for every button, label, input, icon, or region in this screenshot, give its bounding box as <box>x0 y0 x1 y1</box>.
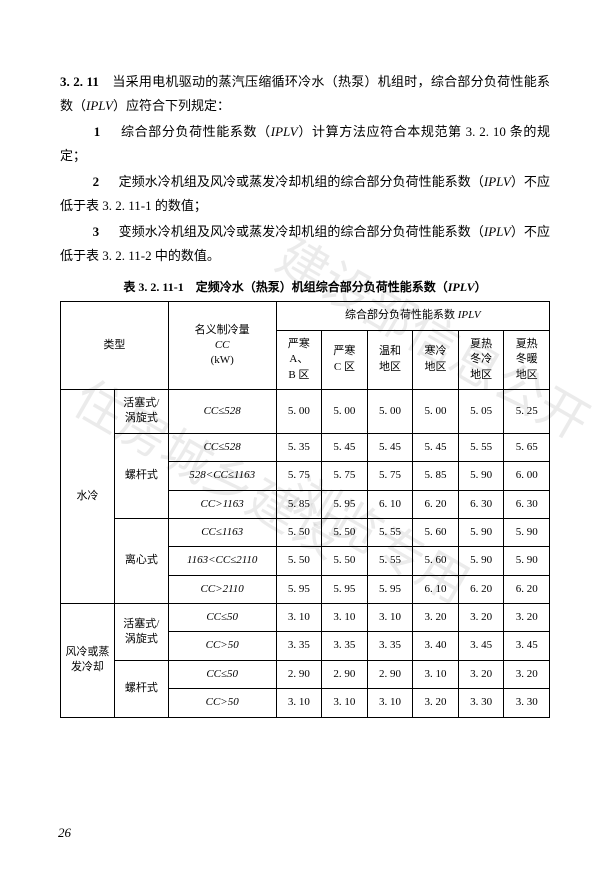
th-region: 严寒A、B 区 <box>276 330 322 389</box>
table-row: 螺杆式 CC≤50 2. 902. 902. 903. 103. 203. 20 <box>61 660 550 688</box>
cell-cc: CC>1163 <box>168 490 276 518</box>
th-type: 类型 <box>61 302 169 390</box>
page-number: 26 <box>58 825 71 841</box>
cell-cc: 1163<CC≤2110 <box>168 547 276 575</box>
cell-cc: CC≤528 <box>168 433 276 461</box>
table-row: 螺杆式 CC≤528 5. 355. 455. 455. 455. 555. 6… <box>61 433 550 461</box>
cell-subtype: 活塞式/涡旋式 <box>114 389 168 433</box>
th-group: 综合部分负荷性能系数 IPLV <box>276 302 549 330</box>
clause-item: 1 综合部分负荷性能系数（IPLV）计算方法应符合本规范第 3. 2. 10 条… <box>60 120 550 168</box>
table-row: 离心式 CC≤1163 5. 505. 505. 555. 605. 905. … <box>61 518 550 546</box>
cell-cc: CC≤1163 <box>168 518 276 546</box>
th-region: 夏热冬冷地区 <box>458 330 504 389</box>
th-region: 温和地区 <box>367 330 413 389</box>
cell-major: 水冷 <box>61 389 115 603</box>
table-caption: 表 3. 2. 11-1 定频冷水（热泵）机组综合部分负荷性能系数（IPLV） <box>60 278 550 295</box>
cell-cc: CC>2110 <box>168 575 276 603</box>
th-region: 严寒C 区 <box>322 330 368 389</box>
cell-cc: CC≤50 <box>168 604 276 632</box>
clause-item: 2 定频水冷机组及风冷或蒸发冷却机组的综合部分负荷性能系数（IPLV）不应低于表… <box>60 170 550 218</box>
clause-number: 3. 2. 11 <box>60 74 99 89</box>
cell-cc: CC>50 <box>168 689 276 717</box>
iplv-table: 类型 名义制冷量 CC (kW) 综合部分负荷性能系数 IPLV 严寒A、B 区… <box>60 301 550 717</box>
cell-subtype: 螺杆式 <box>114 433 168 518</box>
cell-major: 风冷或蒸发冷却 <box>61 604 115 718</box>
cell-cc: CC≤528 <box>168 389 276 433</box>
clause-item: 3 变频水冷机组及风冷或蒸发冷却机组的综合部分负荷性能系数（IPLV）不应低于表… <box>60 220 550 268</box>
cell-subtype: 离心式 <box>114 518 168 603</box>
th-region: 寒冷地区 <box>413 330 459 389</box>
clause-main: 3. 2. 11 当采用电机驱动的蒸汽压缩循环冷水（热泵）机组时，综合部分负荷性… <box>60 70 550 118</box>
table-row: 水冷 活塞式/涡旋式 CC≤528 5. 005. 005. 005. 005.… <box>61 389 550 433</box>
cell-val: 5. 00 <box>276 389 322 433</box>
cell-cc: CC>50 <box>168 632 276 660</box>
table-row: 风冷或蒸发冷却 活塞式/涡旋式 CC≤50 3. 103. 103. 103. … <box>61 604 550 632</box>
th-region: 夏热冬暖地区 <box>504 330 550 389</box>
cell-subtype: 活塞式/涡旋式 <box>114 604 168 661</box>
table-header-row: 类型 名义制冷量 CC (kW) 综合部分负荷性能系数 IPLV <box>61 302 550 330</box>
th-cc: 名义制冷量 CC (kW) <box>168 302 276 390</box>
cell-cc: CC≤50 <box>168 660 276 688</box>
cell-subtype: 螺杆式 <box>114 660 168 717</box>
cell-cc: 528<CC≤1163 <box>168 462 276 490</box>
